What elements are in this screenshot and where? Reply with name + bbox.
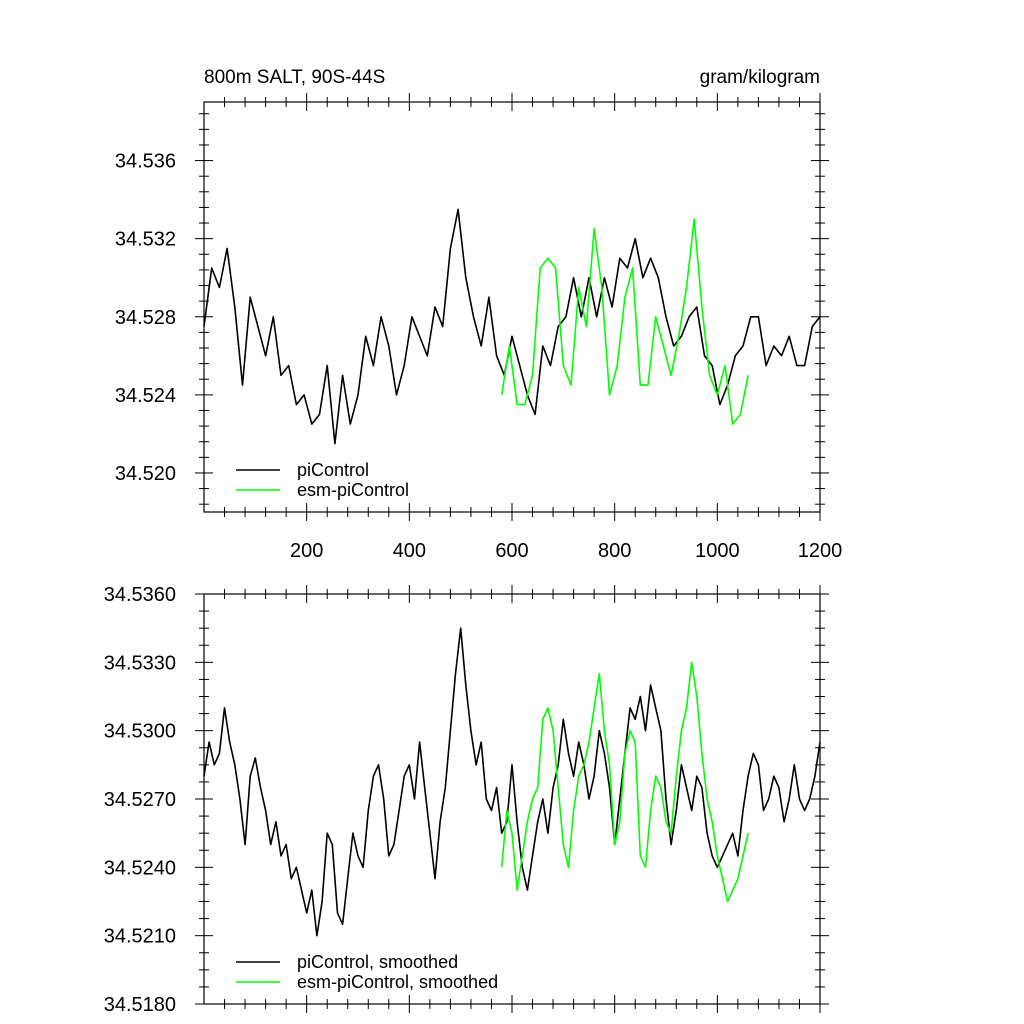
- top-chart-title-right: gram/kilogram: [700, 67, 820, 88]
- bottom-y-tick-label: 34.5360: [104, 584, 176, 606]
- legend-label-picontrol: piControl: [297, 460, 369, 480]
- top-chart-title-left: 800m SALT, 90S-44S: [204, 67, 385, 88]
- x-tick-label: 800: [598, 540, 631, 562]
- bottom-chart: 34.5180 34.5210 34.5240 34.5270 34.5300 34.53…: [104, 584, 829, 1016]
- legend-label-picontrol-smoothed: piControl, smoothed: [297, 952, 458, 972]
- top-y-tick-label: 34.520: [115, 463, 176, 485]
- top-y-tick-label: 34.536: [115, 151, 176, 173]
- x-tick-label: 400: [393, 540, 426, 562]
- bottom-y-tick-label: 34.5180: [104, 994, 176, 1016]
- top-chart-series: [203, 208, 821, 445]
- bottom-series-line-0: [203, 627, 821, 937]
- top-chart: 800m SALT, 90S-44S gram/kilogram 34.5203…: [115, 67, 842, 562]
- bottom-y-tick-label: 34.5240: [104, 857, 176, 879]
- top-series-line-0: [203, 208, 821, 445]
- legend-label-esm-picontrol-smoothed: esm-piControl, smoothed: [297, 972, 498, 992]
- top-y-tick-label: 34.528: [115, 307, 176, 329]
- x-tick-label: 200: [290, 540, 323, 562]
- top-chart-legend: piControl esm-piControl: [236, 460, 409, 500]
- bottom-y-tick-label: 34.5330: [104, 652, 176, 674]
- bottom-y-tick-label: 34.5210: [104, 926, 176, 948]
- top-series-line-1: [500, 218, 749, 425]
- bottom-y-tick-label: 34.5270: [104, 789, 176, 811]
- bottom-chart-ticks: 34.5180 34.5210 34.5240 34.5270 34.5300 34.53…: [104, 584, 829, 1016]
- top-y-tick-label: 34.524: [115, 385, 176, 407]
- x-tick-label: 1200: [798, 540, 843, 562]
- top-plot-frame: [203, 101, 821, 513]
- bottom-plot-frame: [203, 593, 821, 1005]
- legend-label-esm-picontrol: esm-piControl: [297, 480, 409, 500]
- x-tick-label: 1000: [695, 540, 740, 562]
- bottom-chart-series: [203, 627, 821, 937]
- x-tick-label: 600: [495, 540, 528, 562]
- top-y-tick-label: 34.532: [115, 229, 176, 251]
- bottom-y-tick-label: 34.5300: [104, 721, 176, 743]
- top-chart-ticks: 34.520 34.524 34.528 34.532 34.536 200 400 600 8…: [115, 93, 842, 562]
- bottom-series-line-1: [500, 661, 749, 903]
- bottom-chart-legend: piControl, smoothed esm-piControl, smoot…: [236, 952, 498, 992]
